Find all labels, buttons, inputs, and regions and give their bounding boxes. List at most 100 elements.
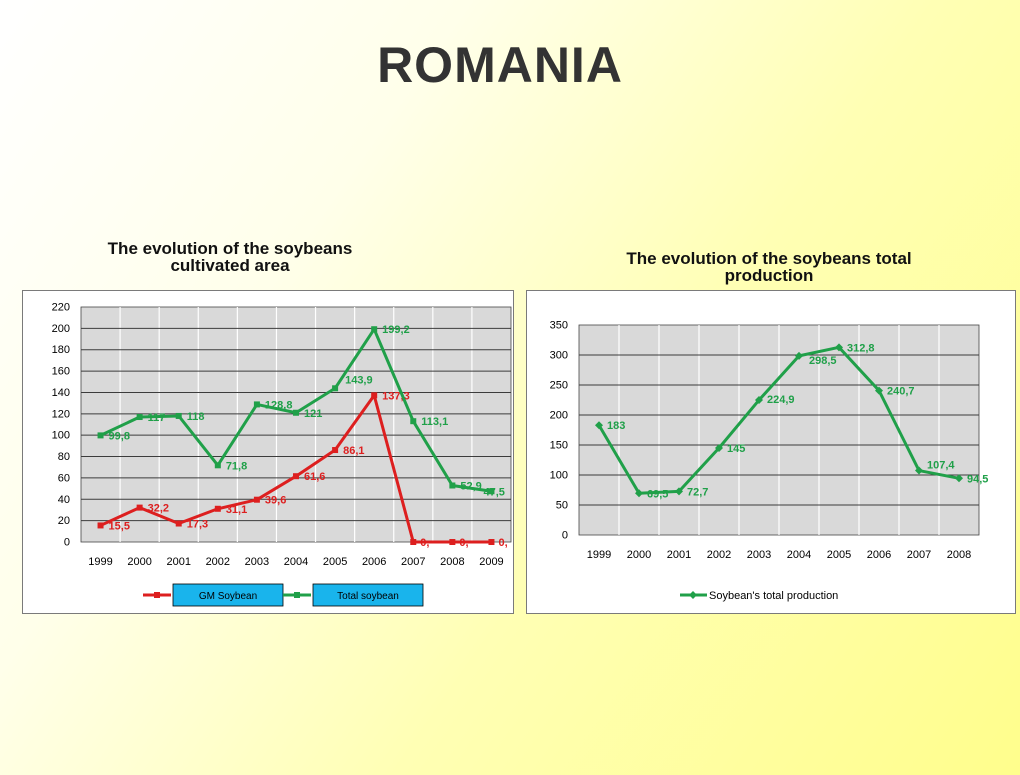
chart2-title-line2: production: [724, 266, 814, 285]
chart2-data-label: 94,5: [967, 473, 988, 485]
chart2-data-point: [675, 487, 683, 496]
chart1-xtick-label: 2008: [440, 556, 464, 568]
chart2-ytick-label: 300: [550, 350, 568, 362]
chart1-data-label: 31,1: [226, 504, 247, 516]
chart1-data-label: 99,8: [109, 430, 130, 442]
chart1-title: The evolution of the soybeans cultivated…: [60, 240, 400, 274]
chart2-ytick-label: 150: [550, 440, 568, 452]
chart2-data-point: [875, 386, 883, 395]
chart2-data-label: 312,8: [847, 342, 875, 354]
chart1-data-point: [253, 401, 260, 408]
chart1-data-label: 61,6: [304, 471, 325, 483]
chart1-data-label: 47,5: [483, 486, 504, 498]
chart2-ytick-label: 50: [556, 500, 568, 512]
chart1-ytick-label: 40: [58, 494, 70, 506]
chart1-data-label: 0,: [498, 537, 507, 549]
chart2-data-label: 224,9: [767, 394, 795, 406]
chart2-xtick-label: 2002: [707, 549, 731, 561]
chart1-data-label: 86,1: [343, 445, 364, 457]
chart1-xtick-label: 2003: [245, 556, 269, 568]
chart1-data-label: 118: [187, 411, 205, 423]
chart1-xtick-label: 2007: [401, 556, 425, 568]
slide-title: ROMANIA: [377, 37, 623, 93]
chart1-data-point: [293, 409, 299, 416]
chart1-data-point: [293, 473, 299, 480]
chart1-legend-box: [312, 583, 424, 607]
chart2-xtick-label: 2008: [947, 549, 971, 561]
chart1-data-point: [175, 412, 182, 419]
chart1-data-point: [214, 462, 221, 469]
chart1-data-point: [371, 392, 378, 399]
chart1-data-label: 121: [304, 408, 322, 420]
chart2-series-line-1: [597, 345, 960, 495]
chart1-ytick-label: 20: [58, 515, 70, 527]
chart1-data-point: [449, 539, 456, 545]
chart1-ytick-label: 60: [58, 472, 70, 484]
chart2-frame: 0 50 100 150 200 250 300 350 1999 2000 2001 2002 200…: [526, 290, 1016, 614]
chart2-data-point: [635, 489, 643, 498]
chart1-legend-label: GM Soybean: [199, 591, 257, 602]
chart1-data-point: [136, 504, 143, 511]
chart1-frame: 0 20 40 60 80 100 120 140 160 180 200 220 1999 2000 20…: [22, 290, 514, 614]
chart1-data-point: [253, 496, 260, 503]
chart1-data-label: 0,: [459, 537, 468, 549]
chart1-data-label: 199,2: [382, 324, 410, 336]
chart1-ytick-label: 160: [52, 366, 70, 378]
chart2-data-point: [915, 466, 923, 475]
chart1-plot-area: [80, 306, 512, 543]
chart1-ytick-label: 180: [52, 344, 70, 356]
chart2-ytick-label: 250: [550, 380, 568, 392]
chart2-xtick-label: 1999: [587, 549, 611, 561]
chart1-xtick-label: 1999: [88, 556, 112, 568]
chart1-data-point: [371, 326, 378, 333]
chart2-title-line1: The evolution of the soybeans total: [626, 249, 912, 268]
chart1-title-line2: cultivated area: [170, 256, 290, 275]
chart1-data-label: 143,9: [345, 374, 373, 386]
chart1-xtick-label: 2005: [323, 556, 347, 568]
chart1-data-label: 32,2: [148, 503, 169, 515]
chart1-title-line1: The evolution of the soybeans: [107, 239, 353, 258]
chart1-data-point: [488, 539, 495, 545]
chart1-data-point: [410, 539, 417, 545]
chart2-data-point: [715, 444, 723, 452]
chart1-ytick-label: 220: [52, 302, 70, 314]
chart1-data-label: 113,1: [421, 416, 448, 428]
chart1-xtick-label: 2006: [362, 556, 386, 568]
chart2-data-label: 145: [727, 443, 745, 455]
chart1-legend-marker: [154, 592, 160, 598]
chart1-data-label: 52,9: [460, 480, 481, 492]
chart2-data-point: [795, 351, 803, 360]
chart2-xtick-label: 2004: [787, 549, 811, 561]
chart1-data-point: [136, 414, 143, 421]
chart1-ytick-label: 0: [64, 537, 70, 549]
chart2-data-label: 69,5: [647, 488, 668, 500]
chart1-data-point: [175, 520, 182, 527]
chart1-data-point: [332, 385, 339, 392]
chart2-data-point: [755, 396, 763, 405]
chart1-data-point: [410, 418, 417, 425]
chart1-ytick-label: 140: [52, 387, 70, 399]
chart2-ytick-label: 350: [550, 320, 568, 332]
chart1-data-point: [488, 488, 495, 495]
chart2-xtick-label: 2003: [747, 549, 771, 561]
chart2-xtick-label: 2001: [667, 549, 691, 561]
chart2-xtick-label: 2005: [827, 549, 851, 561]
chart1-ytick-label: 120: [52, 408, 70, 420]
chart1-svg: 0 20 40 60 80 100 120 140 160 180 200 220 1999 2000 20…: [52, 302, 512, 607]
chart2-title: The evolution of the soybeans total prod…: [569, 250, 969, 284]
chart2-data-label: 240,7: [887, 386, 915, 398]
chart1-data-point: [449, 482, 456, 489]
chart2-data-point: [955, 474, 963, 483]
chart1-data-label: 39,6: [265, 495, 286, 507]
chart1-ytick-label: 100: [52, 430, 70, 442]
chart1-xtick-label: 2002: [206, 556, 230, 568]
chart2-data-label: 72,7: [687, 486, 708, 498]
chart1-data-label: 128,8: [265, 399, 293, 411]
chart2-ytick-label: 200: [550, 410, 568, 422]
chart1-data-label: 0,: [420, 537, 429, 549]
chart2-data-label: 298,5: [809, 355, 837, 367]
chart2-legend-marker: [689, 591, 697, 599]
chart1-data-point: [97, 522, 104, 529]
chart1-xtick-label: 2001: [166, 556, 190, 568]
chart1-legend-label: Total soybean: [337, 591, 399, 602]
